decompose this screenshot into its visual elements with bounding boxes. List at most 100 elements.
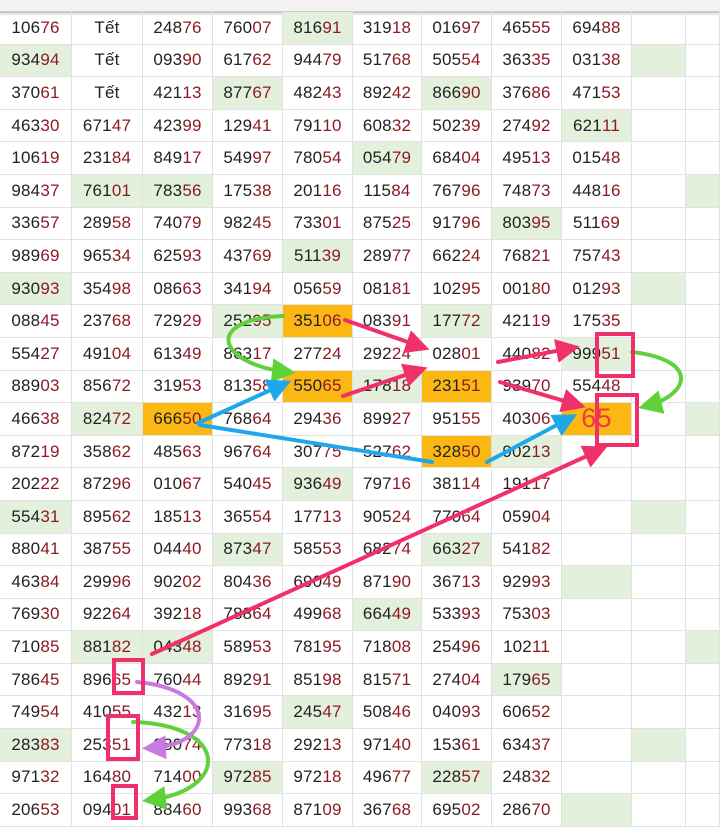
table-cell[interactable] (562, 761, 632, 795)
table-cell[interactable] (632, 305, 686, 338)
table-cell[interactable] (632, 435, 686, 469)
table-cell[interactable] (562, 468, 632, 501)
table-cell[interactable]: 2895828958 (72, 207, 143, 241)
table-cell[interactable]: 2487624876 (143, 12, 213, 45)
table-cell[interactable]: 0884508845 (0, 305, 72, 338)
table-cell[interactable]: 6083260832 (353, 109, 422, 143)
table-cell[interactable]: 4239942399 (143, 109, 213, 143)
table-cell[interactable]: 7600776007 (213, 12, 283, 45)
table-cell[interactable]: 2483224832 (492, 761, 562, 795)
table-cell[interactable]: 2740427404 (422, 663, 492, 697)
table-cell[interactable]: 4633046330 (0, 109, 72, 143)
table-cell[interactable]: 1753817538 (213, 174, 283, 208)
table-cell[interactable]: 0409304093 (422, 696, 492, 730)
table-cell[interactable]: 8039580395 (492, 207, 562, 241)
table-cell[interactable]: 5055450554 (422, 44, 492, 78)
table-cell[interactable] (632, 729, 686, 762)
table-cell[interactable]: 5116951169 (562, 207, 632, 241)
table-cell[interactable]: 0169701697 (422, 12, 492, 45)
table-cell[interactable]: 0434804348 (143, 631, 213, 664)
table-cell[interactable]: 1061910619 (0, 142, 72, 175)
table-cell[interactable]: 9052490524 (353, 500, 422, 534)
table-cell[interactable]: 0939009390 (143, 44, 213, 78)
table-cell[interactable]: 5895358953 (213, 631, 283, 664)
table-cell[interactable]: 9020290202 (143, 566, 213, 599)
table-cell[interactable]: 5084650846 (353, 696, 422, 730)
table-cell[interactable]: 3195331953 (143, 370, 213, 404)
table-cell[interactable]: 1021110211 (492, 631, 562, 664)
table-cell[interactable] (632, 598, 686, 632)
table-cell[interactable]: 5176851768 (353, 44, 422, 78)
table-cell[interactable]: 8169181691 (283, 12, 353, 45)
table-cell[interactable]: 2315123151 (422, 370, 492, 404)
table-cell[interactable]: 9179691796 (422, 207, 492, 241)
table-cell[interactable]: 9721897218 (283, 761, 353, 795)
table-cell[interactable]: 3811438114 (422, 468, 492, 501)
table-cell[interactable]: 4211342113 (143, 77, 213, 110)
table-cell[interactable]: 3169531695 (213, 696, 283, 730)
table-cell[interactable] (562, 794, 632, 827)
table-cell[interactable] (632, 403, 686, 436)
table-cell[interactable]: 7731877318 (213, 729, 283, 762)
table-cell[interactable]: 4996849968 (283, 598, 353, 632)
table-cell[interactable]: 2022220222 (0, 468, 72, 501)
table-cell[interactable]: 3655436554 (213, 500, 283, 534)
table-cell[interactable]: 7819578195 (283, 631, 353, 664)
table-cell[interactable]: 9349493494 (0, 44, 72, 78)
table-cell[interactable]: 8719087190 (353, 566, 422, 599)
table-cell[interactable]: 1536115361 (422, 729, 492, 762)
table-cell[interactable]: 7530375303 (492, 598, 562, 632)
table-cell[interactable]: 9713297132 (0, 761, 72, 795)
table-cell[interactable]: 7610176101 (72, 174, 143, 208)
table-cell[interactable]: 9843798437 (0, 174, 72, 208)
table-cell[interactable]: 5543155431 (0, 500, 72, 534)
table-cell[interactable]: 7574375743 (562, 240, 632, 273)
table-cell[interactable]: 8752587525 (353, 207, 422, 241)
table-cell[interactable]: 1777217772 (422, 305, 492, 338)
table-cell[interactable]: 2549625496 (422, 631, 492, 664)
table-cell[interactable]: 0444004440 (143, 533, 213, 567)
table-cell[interactable]: 8721987219 (0, 435, 72, 469)
table-cell[interactable]: 7835678356 (143, 174, 213, 208)
table-cell[interactable] (632, 468, 686, 501)
table-cell[interactable]: 2535125351 (72, 729, 143, 762)
table-cell[interactable] (632, 696, 686, 730)
table-cell[interactable]: 0129301293 (562, 272, 632, 306)
table-cell[interactable]: 9447994479 (283, 44, 353, 78)
table-cell[interactable]: 3549835498 (72, 272, 143, 306)
table-cell[interactable] (632, 142, 686, 175)
table-cell[interactable] (562, 729, 632, 762)
table-cell[interactable]: 7864578645 (0, 663, 72, 697)
table-cell[interactable]: 4663846638 (0, 403, 72, 436)
table-cell[interactable]: 5404554045 (213, 468, 283, 501)
table-cell[interactable] (632, 500, 686, 534)
table-cell[interactable]: 2867028670 (492, 794, 562, 827)
table-cell[interactable]: 7911079110 (283, 109, 353, 143)
table-cell[interactable] (632, 44, 686, 78)
table-cell[interactable]: 4715347153 (562, 77, 632, 110)
table-cell[interactable]: 7686476864 (213, 403, 283, 436)
table-cell[interactable] (562, 533, 632, 567)
table-cell[interactable]: 2772427724 (283, 337, 353, 371)
table-cell[interactable]: 3768637686 (492, 77, 562, 110)
table-cell[interactable]: 7604476044 (143, 663, 213, 697)
table-cell[interactable]: 2943629436 (283, 403, 353, 436)
table-cell[interactable]: 0018000180 (492, 272, 562, 306)
table-cell[interactable]: 3706137061 (0, 77, 72, 110)
table-cell[interactable]: 0818108181 (353, 272, 422, 306)
table-cell[interactable]: 8729687296 (72, 468, 143, 501)
table-cell[interactable]: 4910449104 (72, 337, 143, 371)
table-cell[interactable]: 6632766327 (422, 533, 492, 567)
table-cell[interactable]: 0547905479 (353, 142, 422, 175)
table-cell[interactable]: 6948869488 (562, 12, 632, 45)
table-cell[interactable]: 5499754997 (213, 142, 283, 175)
table-cell[interactable] (562, 435, 632, 469)
table-cell[interactable] (632, 631, 686, 664)
table-cell[interactable]: 6065260652 (492, 696, 562, 730)
table-cell[interactable]: 4211942119 (492, 305, 562, 338)
table-cell[interactable]: 7180871808 (353, 631, 422, 664)
table-cell[interactable]: 0313803138 (562, 44, 632, 78)
table-cell[interactable]: 9824598245 (213, 207, 283, 241)
table-cell[interactable]: 8929189291 (213, 663, 283, 697)
table-cell[interactable]: 3191831918 (353, 12, 422, 45)
